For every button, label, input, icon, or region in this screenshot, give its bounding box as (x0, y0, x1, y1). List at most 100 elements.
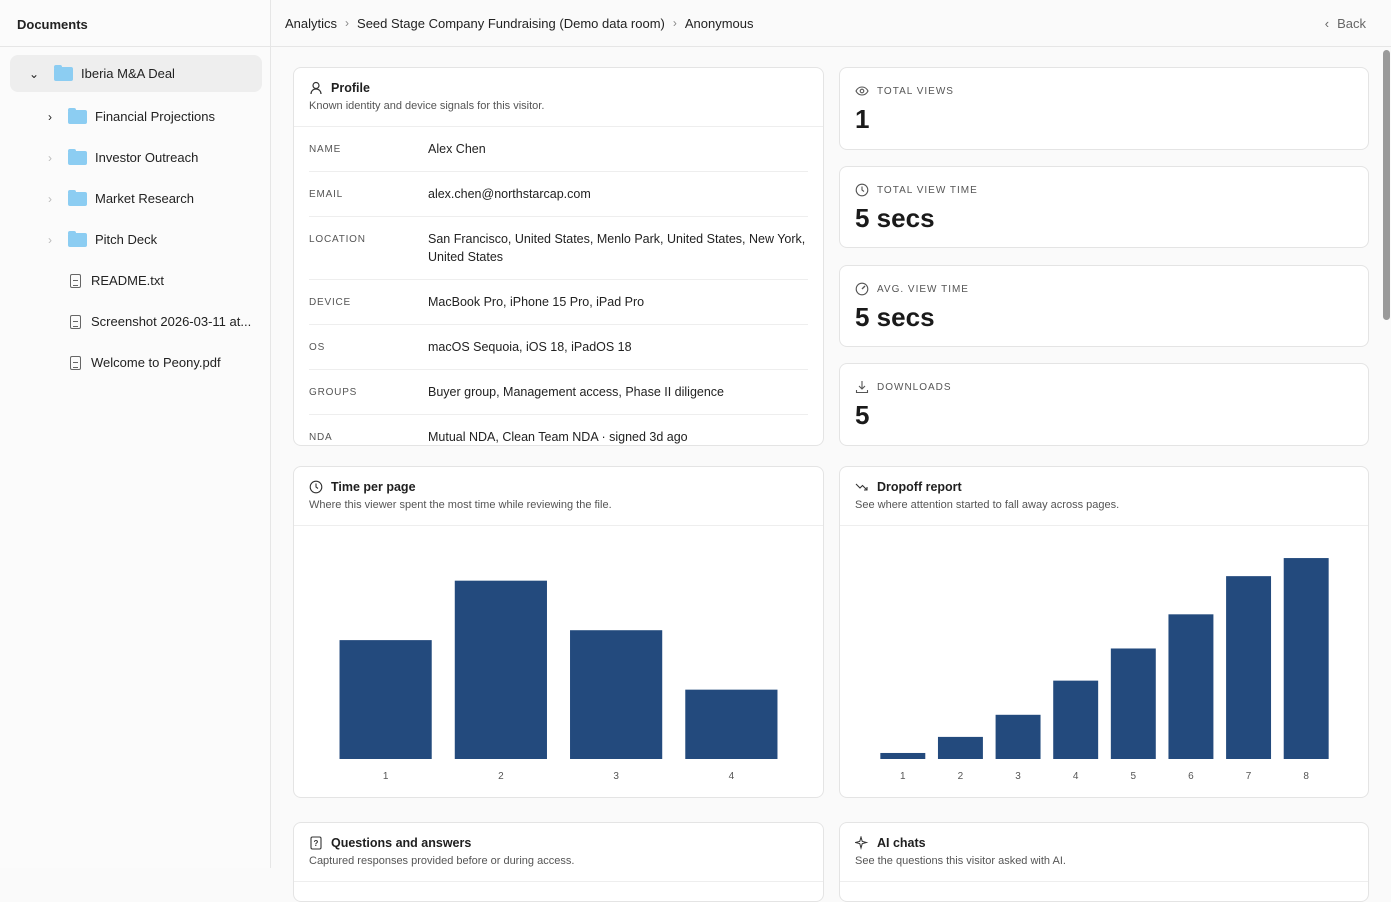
bar[interactable] (1110, 648, 1156, 759)
chevron-right-icon[interactable]: › (48, 150, 52, 165)
stat-total-views: TOTAL VIEWS 1 (839, 67, 1369, 150)
x-tick-label: 2 (498, 771, 504, 782)
bar[interactable] (1053, 680, 1099, 759)
ai-chats-card: AI chats See the questions this visitor a… (839, 822, 1369, 902)
row-value: Mutual NDA, Clean Team NDA · signed 3d a… (428, 430, 688, 444)
folder-icon (68, 107, 87, 124)
bar[interactable] (1283, 558, 1329, 759)
bar[interactable] (1226, 576, 1272, 759)
eye-icon (855, 86, 869, 96)
stat-label: TOTAL VIEW TIME (877, 184, 978, 196)
row-label: NDA (309, 432, 333, 443)
breadcrumb-data-room[interactable]: Seed Stage Company Fundraising (Demo dat… (357, 15, 665, 31)
card-subtitle: Captured responses provided before or du… (309, 855, 575, 867)
tree-item-folder[interactable]: › Pitch Deck (0, 219, 270, 260)
bar[interactable] (937, 736, 983, 759)
stat-value: 1 (855, 104, 870, 134)
dropoff-report-card: Dropoff report See where attention starte… (839, 466, 1369, 798)
row-value: MacBook Pro, iPhone 15 Pro, iPad Pro (428, 295, 645, 309)
stat-value: 5 secs (855, 302, 935, 332)
bar[interactable] (880, 752, 926, 759)
back-button[interactable]: ‹ Back (1325, 16, 1366, 31)
chevron-left-icon: ‹ (1324, 16, 1330, 31)
profile-row: GROUPS Buyer group, Management access, Ph… (309, 370, 808, 415)
chevron-right-icon[interactable]: › (48, 232, 52, 247)
bar[interactable] (1168, 614, 1214, 759)
row-value: San Francisco, United States, Menlo Park… (428, 232, 806, 264)
file-icon (70, 273, 81, 288)
file-tree: ⌄ Iberia M&A Deal › Financial Projections… (0, 47, 270, 383)
clock-icon (855, 183, 869, 197)
chevron-right-icon[interactable]: › (48, 191, 52, 206)
stat-downloads: DOWNLOADS 5 (839, 363, 1369, 446)
gauge-icon (855, 282, 869, 296)
row-label: NAME (309, 144, 342, 155)
row-label: LOCATION (309, 234, 366, 245)
tree-item-file[interactable]: README.txt (0, 260, 270, 301)
tree-item-file[interactable]: Screenshot 2026-03-11 at... (0, 301, 270, 342)
profile-table: NAME Alex Chen EMAIL alex.chen@northstarca… (294, 127, 823, 445)
profile-row: OS macOS Sequoia, iOS 18, iPadOS 18 (309, 325, 808, 370)
tree-item-label: Market Research (95, 191, 194, 206)
row-label: GROUPS (309, 387, 358, 398)
bar[interactable] (685, 689, 778, 759)
bar[interactable] (995, 714, 1041, 759)
profile-row: LOCATION San Francisco, United States, Me… (309, 217, 808, 280)
tree-item-folder[interactable]: › Financial Projections (0, 96, 270, 137)
x-tick-label: 8 (1303, 771, 1309, 782)
folder-icon (68, 189, 87, 206)
tree-item-folder[interactable]: › Market Research (0, 178, 270, 219)
tree-item-root[interactable]: ⌄ Iberia M&A Deal (10, 55, 262, 92)
svg-text:?: ? (314, 839, 319, 848)
x-tick-label: 2 (958, 771, 964, 782)
tree-item-folder[interactable]: › Investor Outreach (0, 137, 270, 178)
bar[interactable] (339, 640, 432, 759)
folder-icon (68, 148, 87, 165)
chevron-right-icon: › (345, 16, 350, 30)
scrollbar-thumb[interactable] (1383, 50, 1390, 320)
tree-item-label: Screenshot 2026-03-11 at... (91, 314, 252, 329)
tree-item-label: README.txt (91, 273, 164, 288)
x-tick-label: 3 (1015, 771, 1021, 782)
tree-item-label: Iberia M&A Deal (81, 66, 175, 81)
tree-item-file[interactable]: Welcome to Peony.pdf (0, 342, 270, 383)
chevron-down-icon[interactable]: ⌄ (28, 66, 40, 81)
tree-item-label: Financial Projections (95, 109, 215, 124)
stat-total-view-time: TOTAL VIEW TIME 5 secs (839, 166, 1369, 248)
row-label: DEVICE (309, 297, 352, 308)
user-icon (310, 81, 322, 95)
download-icon (855, 381, 869, 394)
profile-card: Profile Known identity and device signals… (293, 67, 824, 446)
x-tick-label: 4 (1073, 771, 1079, 782)
file-icon (70, 355, 81, 370)
question-icon: ? (310, 836, 322, 850)
time-per-page-card: Time per page Where this viewer spent the… (293, 466, 824, 798)
stat-label: TOTAL VIEWS (877, 85, 954, 97)
row-label: EMAIL (309, 189, 344, 200)
breadcrumb: Analytics › Seed Stage Company Fundraisi… (271, 0, 1391, 47)
stat-label: DOWNLOADS (877, 381, 952, 393)
row-value: Alex Chen (428, 142, 486, 156)
chevron-right-icon[interactable]: › (48, 109, 52, 124)
sidebar-title: Documents (0, 0, 270, 47)
x-tick-label: 5 (1131, 771, 1137, 782)
row-value: alex.chen@northstarcap.com (428, 187, 591, 201)
breadcrumb-visitor: Anonymous (684, 15, 754, 31)
sidebar: Documents ⌄ Iberia M&A Deal › Financial P… (0, 0, 271, 868)
time-per-page-chart: 1 2 3 4 (339, 580, 778, 782)
tree-item-label: Investor Outreach (95, 150, 199, 165)
profile-row: NAME Alex Chen (309, 127, 808, 172)
bar[interactable] (570, 630, 663, 759)
breadcrumb-analytics[interactable]: Analytics (285, 15, 338, 31)
card-subtitle: See the questions this visitor asked wit… (855, 855, 1066, 867)
bar[interactable] (454, 580, 547, 759)
x-tick-label: 3 (613, 771, 619, 782)
card-title: Profile (331, 81, 370, 95)
tree-item-label: Pitch Deck (95, 232, 158, 247)
stat-value: 5 secs (855, 203, 935, 233)
clock-icon (309, 480, 323, 494)
x-tick-label: 1 (383, 771, 389, 782)
stat-value: 5 (855, 400, 870, 430)
row-value: macOS Sequoia, iOS 18, iPadOS 18 (428, 340, 632, 354)
file-icon (70, 314, 81, 329)
